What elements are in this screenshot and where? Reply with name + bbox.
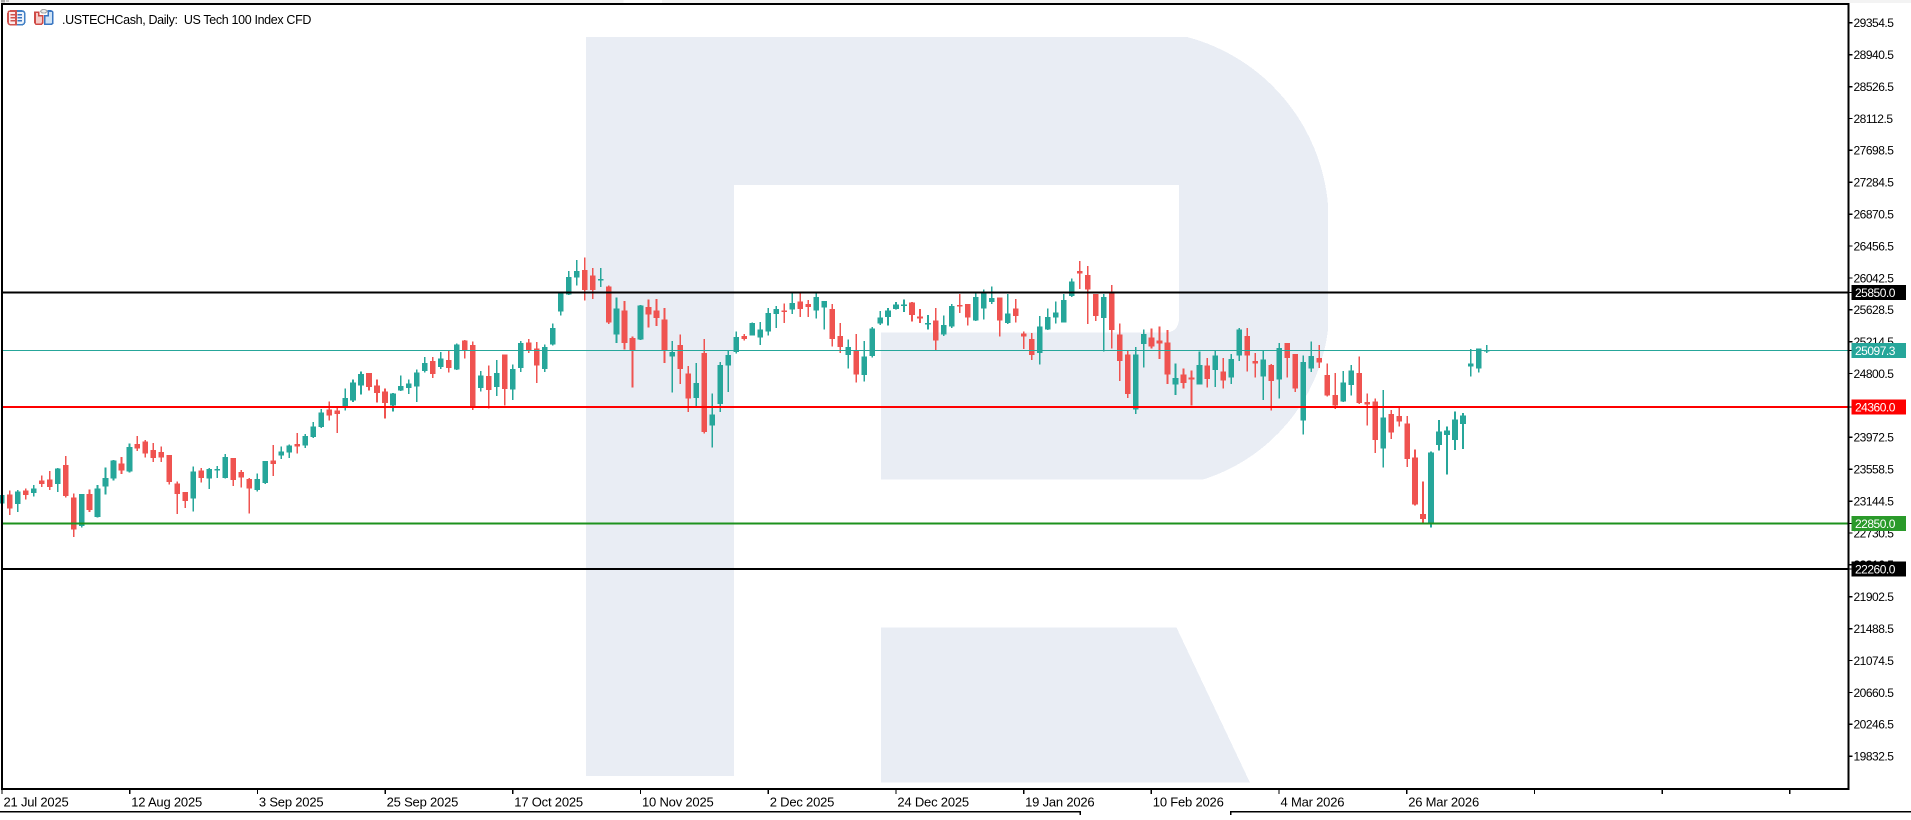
svg-text:3 Sep 2025: 3 Sep 2025 xyxy=(259,795,324,810)
svg-text:25628.5: 25628.5 xyxy=(1854,303,1895,317)
svg-text:21 Jul 2025: 21 Jul 2025 xyxy=(4,795,69,810)
svg-text:22850.0: 22850.0 xyxy=(1855,517,1896,531)
svg-text:25850.0: 25850.0 xyxy=(1855,286,1896,300)
svg-text:28526.5: 28526.5 xyxy=(1854,80,1895,94)
svg-text:24800.5: 24800.5 xyxy=(1854,367,1895,381)
svg-text:22260.0: 22260.0 xyxy=(1855,562,1896,576)
svg-text:21902.5: 21902.5 xyxy=(1854,590,1895,604)
svg-text:28940.5: 28940.5 xyxy=(1854,48,1895,62)
svg-text:26456.5: 26456.5 xyxy=(1854,239,1895,253)
svg-text:27284.5: 27284.5 xyxy=(1854,176,1895,190)
svg-text:20660.5: 20660.5 xyxy=(1854,686,1895,700)
svg-text:23972.5: 23972.5 xyxy=(1854,431,1895,445)
svg-text:28112.5: 28112.5 xyxy=(1854,112,1894,126)
svg-text:20246.5: 20246.5 xyxy=(1854,718,1895,732)
svg-text:21074.5: 21074.5 xyxy=(1854,654,1895,668)
svg-text:23558.5: 23558.5 xyxy=(1854,463,1895,477)
svg-text:2 Dec 2025: 2 Dec 2025 xyxy=(770,795,835,810)
svg-text:12 Aug 2025: 12 Aug 2025 xyxy=(131,795,202,810)
svg-text:27698.5: 27698.5 xyxy=(1854,144,1895,158)
svg-text:29354.5: 29354.5 xyxy=(1854,16,1895,30)
svg-text:24360.0: 24360.0 xyxy=(1855,400,1896,414)
svg-text:26042.5: 26042.5 xyxy=(1854,271,1895,285)
svg-text:23144.5: 23144.5 xyxy=(1854,495,1895,509)
svg-text:19832.5: 19832.5 xyxy=(1854,750,1895,764)
svg-text:26870.5: 26870.5 xyxy=(1854,208,1895,222)
svg-text:25 Sep 2025: 25 Sep 2025 xyxy=(387,795,459,810)
svg-text:26 Mar 2026: 26 Mar 2026 xyxy=(1408,795,1479,810)
svg-text:.USTECHCash, Daily: US Tech 1: .USTECHCash, Daily: US Tech 100 Index CF… xyxy=(62,13,311,27)
svg-text:4 Mar 2026: 4 Mar 2026 xyxy=(1281,795,1345,810)
svg-text:25097.3: 25097.3 xyxy=(1855,344,1896,358)
svg-text:10 Feb 2026: 10 Feb 2026 xyxy=(1153,795,1224,810)
svg-text:10 Nov 2025: 10 Nov 2025 xyxy=(642,795,714,810)
svg-text:24 Dec 2025: 24 Dec 2025 xyxy=(897,795,969,810)
svg-text:21488.5: 21488.5 xyxy=(1854,622,1895,636)
svg-text:17 Oct 2025: 17 Oct 2025 xyxy=(514,795,583,810)
svg-text:19 Jan 2026: 19 Jan 2026 xyxy=(1025,795,1094,810)
